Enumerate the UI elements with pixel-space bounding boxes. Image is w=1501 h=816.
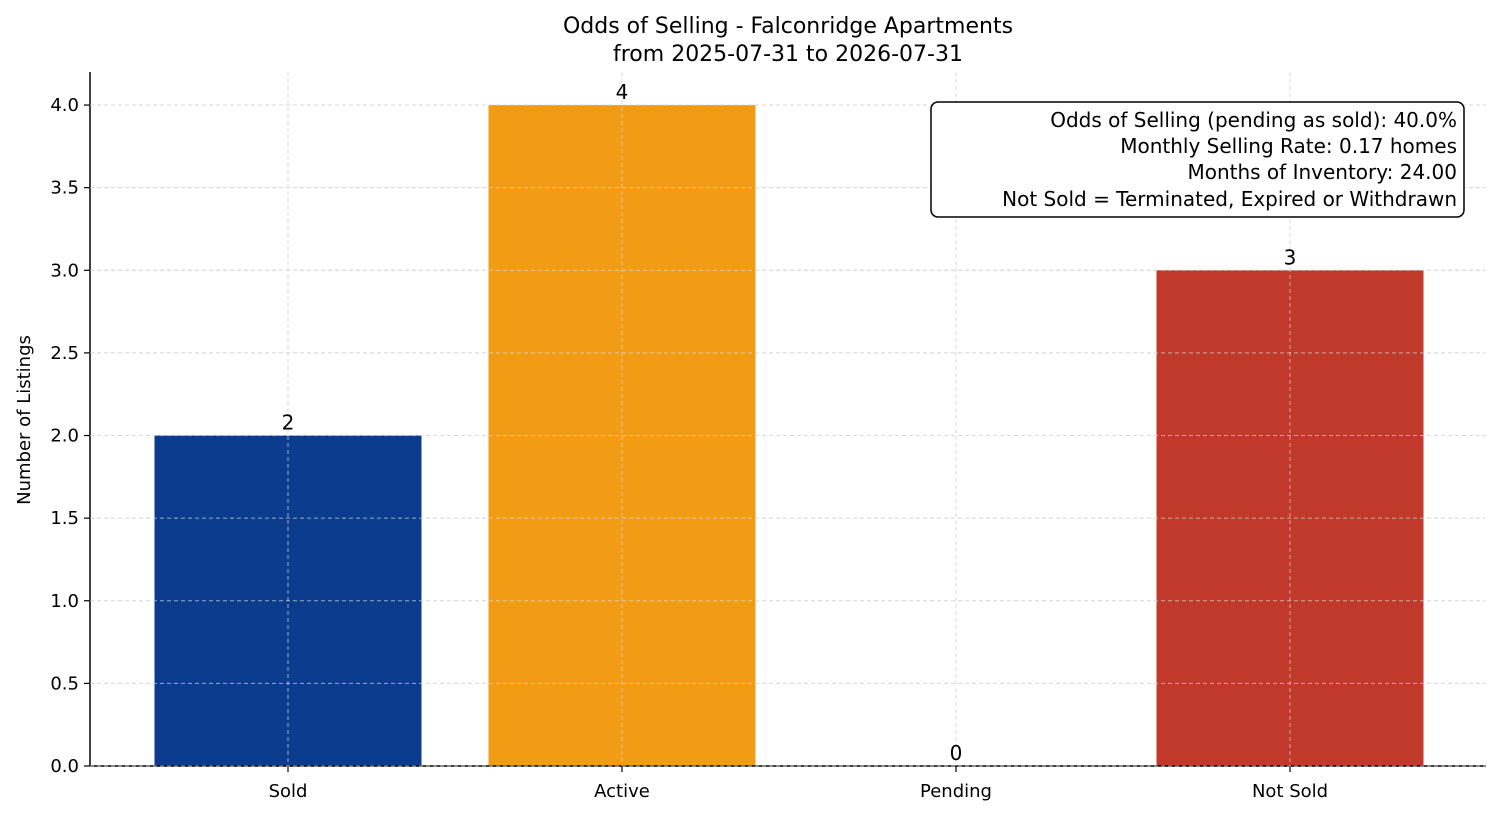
data-label-not-sold: 3 <box>1284 245 1297 269</box>
data-labels: 2 4 0 3 <box>90 72 1486 767</box>
chart-subtitle: from 2025-07-31 to 2026-07-31 <box>613 42 963 67</box>
info-monthly-selling-rate: Monthly Selling Rate: 0.17 homes <box>1120 134 1457 158</box>
y-axis-label: Number of Listings <box>14 335 35 505</box>
y-tick-label: 0.5 <box>50 673 79 694</box>
info-not-sold-definition: Not Sold = Terminated, Expired or Withdr… <box>1002 187 1457 211</box>
info-odds-of-selling: Odds of Selling (pending as sold): 40.0% <box>1050 108 1457 132</box>
data-label-pending: 0 <box>950 741 963 765</box>
info-months-of-inventory: Months of Inventory: 24.00 <box>1187 160 1457 184</box>
x-tick-label: Active <box>594 781 650 802</box>
y-tick-label: 0.0 <box>50 756 79 777</box>
y-tick-label: 2.0 <box>50 426 79 447</box>
data-label-active: 4 <box>616 80 629 104</box>
x-tick-label: Pending <box>920 781 992 802</box>
x-tick-label: Sold <box>269 781 308 802</box>
y-tick-label: 1.0 <box>50 591 79 612</box>
x-tick-label: Not Sold <box>1252 781 1328 802</box>
y-tick-label: 3.0 <box>50 260 79 281</box>
y-tick-label: 2.5 <box>50 343 79 364</box>
chart-title: Odds of Selling - Falconridge Apartments <box>563 14 1013 39</box>
info-box: Odds of Selling (pending as sold): 40.0%… <box>930 101 1465 218</box>
info-box-border <box>930 101 1465 218</box>
y-tick-label: 4.0 <box>50 95 79 116</box>
y-tick-label: 1.5 <box>50 508 79 529</box>
data-label-sold: 2 <box>282 411 295 435</box>
y-tick-label: 3.5 <box>50 178 79 199</box>
